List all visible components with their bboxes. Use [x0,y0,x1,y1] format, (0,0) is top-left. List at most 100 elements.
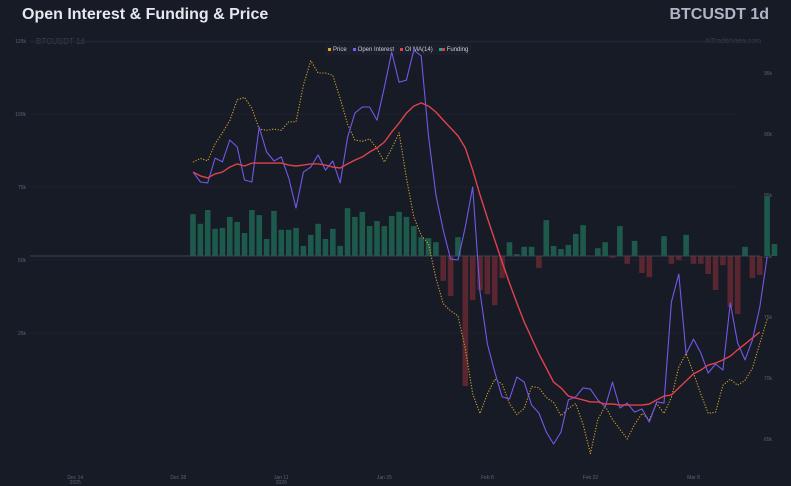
funding-bar [190,214,196,256]
funding-bar [271,210,277,256]
legend-label: Funding [446,46,469,53]
funding-bar [690,256,697,264]
funding-bar [609,256,616,258]
x-axis-tick-label: Feb 22 [583,475,599,481]
legend-item-price[interactable]: Price [328,47,347,53]
funding-bar [212,228,218,256]
left-axis-tick-label: 50k [18,258,27,264]
funding-bar [528,246,535,256]
funding-bar [595,248,601,256]
funding-bar [278,229,285,256]
legend-item-funding[interactable]: Funding [438,46,469,53]
funding-bar [366,226,373,256]
left-axis-tick-label: 100k [15,112,26,118]
funding-bar [602,242,608,256]
funding-bar [506,242,513,256]
right-axis-tick-label: 90k [764,132,773,138]
open-interest-swatch-icon [352,48,356,51]
funding-bar [771,244,778,256]
funding-bar [727,256,734,308]
funding-bar [418,237,424,256]
symbol-label: BTCUSDT 1d [669,6,769,23]
funding-bar [617,226,623,256]
x-axis-tick-year: 2026 [276,480,287,486]
oi-ma-swatch-icon [400,48,404,51]
x-axis-tick-label: Feb 8 [481,475,494,481]
right-axis-tick-label: 65k [764,437,773,443]
x-axis-tick-label: Dec 14 [67,475,83,481]
funding-bar [322,238,329,256]
funding-bar [249,210,255,256]
funding-bar [675,256,682,261]
funding-swatch-icon [438,48,445,51]
funding-bar [698,256,704,264]
funding-bar [352,216,358,256]
funding-bar [565,244,572,256]
funding-bar [293,227,299,256]
right-axis-tick-label: 85k [764,193,773,199]
right-axis-tick-label: 75k [764,315,773,321]
funding-bar [683,234,689,256]
funding-bar [521,246,527,256]
left-axis-tick-label: 25k [18,331,27,337]
right-axis-tick-label: 80k [764,254,773,260]
chart-legend: Price Open Interest OI MA(14) Funding [325,44,472,55]
funding-bar [455,237,461,256]
funding-bar [469,256,476,301]
funding-bar [580,225,586,256]
legend-label: OI MA(14) [405,46,433,53]
funding-bar [330,228,336,256]
x-axis-tick-label: Mar 8 [687,475,700,481]
funding-bar [639,256,645,274]
legend-label: Price [333,46,347,53]
funding-bar [668,256,675,264]
right-axis-tick-label: 70k [764,376,773,382]
funding-bar [661,236,667,256]
funding-bar [219,227,226,256]
funding-bar [756,256,763,275]
funding-bar [388,215,395,256]
funding-bar [484,256,491,295]
funding-bar [764,196,770,256]
funding-bar [543,220,550,256]
funding-bar [241,233,248,256]
funding-bar [734,256,741,314]
left-axis-tick-label: 125k [15,39,26,45]
funding-bar [263,238,270,256]
funding-bar [307,234,314,256]
funding-bar [396,211,402,256]
funding-bar [491,256,498,306]
price-swatch-icon [328,48,331,51]
funding-bar [514,254,520,256]
funding-bar [749,256,756,279]
funding-bar [337,245,343,256]
funding-bar [204,210,211,256]
funding-bar [499,256,505,279]
funding-bar [300,245,307,256]
funding-bar [440,256,447,281]
funding-bar [411,226,417,256]
funding-bar [359,211,366,256]
x-axis-tick-label: Dec 28 [170,475,186,481]
legend-label: Open Interest [357,46,395,53]
x-axis-tick-label: Jan 25 [377,475,392,481]
funding-bar [536,256,542,268]
right-axis-tick-label: 95k [764,71,773,77]
left-axis-tick-label: 75k [18,185,27,191]
funding-bar [285,229,292,256]
legend-item-open-interest[interactable]: Open Interest [352,46,395,53]
funding-bar [462,256,469,387]
funding-bar [197,223,204,256]
funding-bar [227,216,233,256]
funding-bar [425,238,432,256]
funding-bar [558,249,564,256]
funding-bar [705,256,711,274]
funding-bar [403,216,410,256]
funding-bar [315,223,321,256]
funding-bar [344,208,351,256]
legend-item-oi-ma[interactable]: OI MA(14) [400,47,433,53]
funding-bar [742,246,748,256]
oi-ma-line [192,102,761,406]
funding-bar [381,226,388,256]
